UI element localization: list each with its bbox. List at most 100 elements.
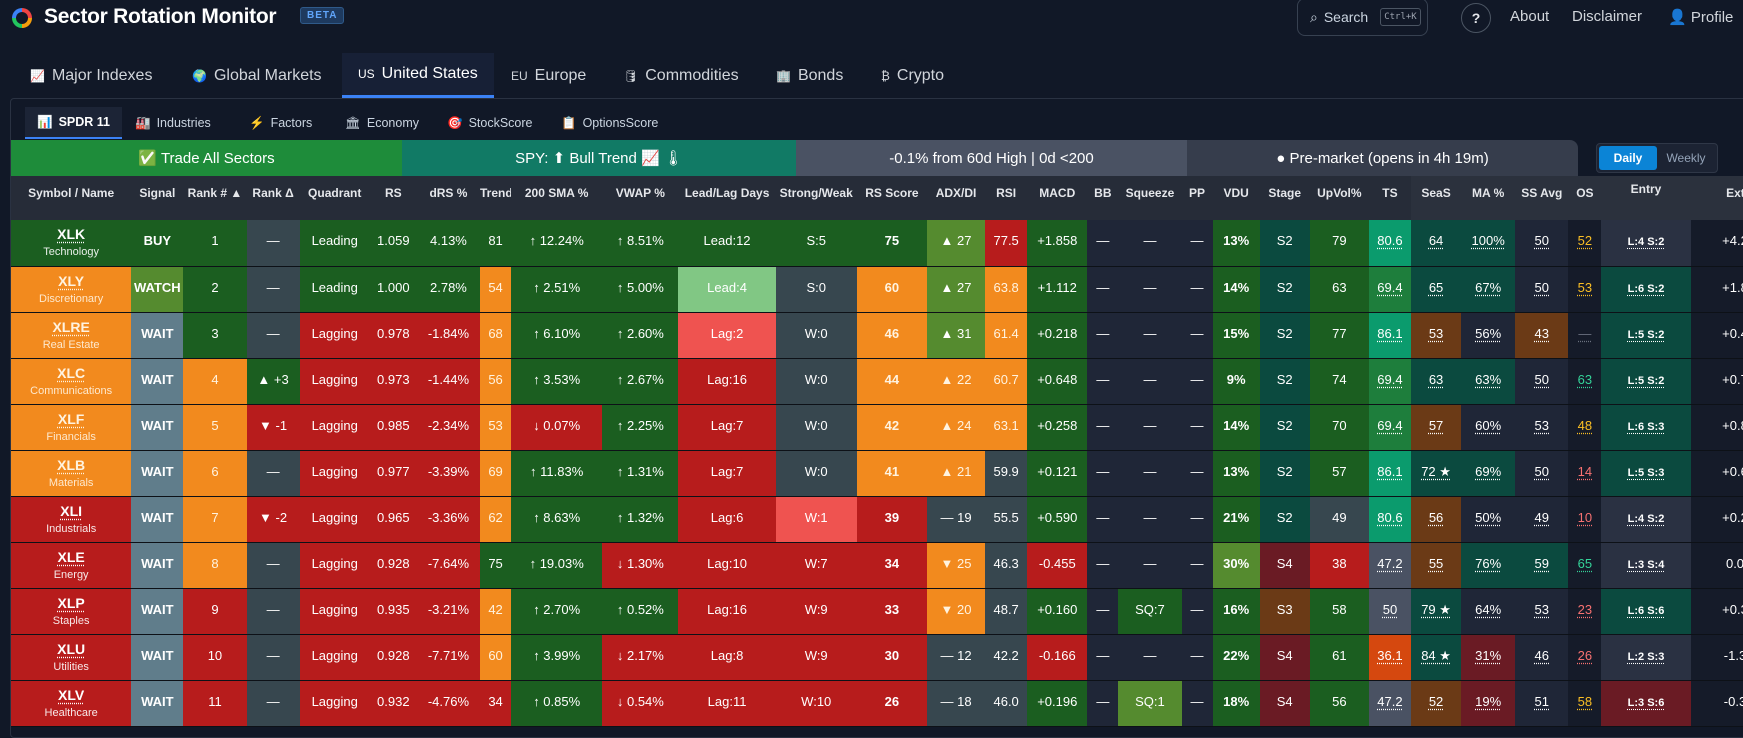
symbol-cell[interactable]: XLV Healthcare: [11, 680, 132, 727]
symbol-cell[interactable]: XLC Communications: [11, 358, 132, 405]
column-header-signal[interactable]: Signal: [131, 176, 184, 220]
column-header-ext[interactable]: Ext%: [1690, 176, 1743, 220]
symbol-cell[interactable]: XLP Staples: [11, 588, 132, 635]
cell-value: 11: [208, 693, 222, 709]
column-header-upvol[interactable]: UpVol%: [1309, 176, 1369, 220]
symbol-cell[interactable]: XLY Discretionary: [11, 266, 132, 313]
cell-value: L:6 S:2: [1627, 282, 1665, 295]
table-row[interactable]: XLV Healthcare WAIT 11 — Lagging 0.932 -4.76% 34…: [11, 680, 1743, 727]
symbol-ticker[interactable]: XLI: [60, 502, 83, 519]
column-header-squeeze[interactable]: Squeeze: [1118, 176, 1182, 220]
column-header-bb[interactable]: BB: [1087, 176, 1119, 220]
symbol-cell[interactable]: XLRE Real Estate: [11, 312, 132, 359]
cell-value: 0.932: [377, 693, 410, 709]
disclaimer-link[interactable]: Disclaimer: [1572, 8, 1643, 25]
table-row[interactable]: XLE Energy WAIT 8 — Lagging 0.928 -7.64% 75 ↑ 19.…: [11, 542, 1743, 589]
cell-rank: 9: [183, 588, 247, 635]
subtab-spdr-11[interactable]: 📊 SPDR 11: [25, 107, 122, 139]
symbol-cell[interactable]: XLE Energy: [11, 542, 132, 589]
column-header-200-sma[interactable]: 200 SMA %: [511, 176, 603, 220]
column-header-vdu[interactable]: VDU: [1212, 176, 1260, 220]
column-header-rs[interactable]: RS: [369, 176, 417, 220]
cell-value: ↑ 2.70%: [533, 601, 581, 617]
column-header-rsi[interactable]: RSI: [985, 176, 1028, 220]
symbol-ticker[interactable]: XLRE: [52, 318, 90, 335]
column-header-lead-lag-days[interactable]: Lead/Lag Days: [678, 176, 776, 220]
subtab-economy[interactable]: 🏛 Economy: [333, 107, 431, 139]
profile-link[interactable]: 👤 Profile: [1668, 8, 1733, 26]
search-button[interactable]: ⌕ Search Ctrl+K: [1297, 0, 1428, 36]
tab-united-states[interactable]: US United States: [342, 53, 494, 98]
weekly-button[interactable]: Weekly: [1666, 151, 1706, 165]
column-header-macd[interactable]: MACD: [1027, 176, 1088, 220]
symbol-cell[interactable]: XLI Industrials: [11, 496, 132, 543]
table-row[interactable]: XLI Industrials WAIT 7 ▼ -2 Lagging 0.965 -3.36…: [11, 496, 1743, 543]
symbol-cell[interactable]: XLU Utilities: [11, 634, 132, 681]
table-row[interactable]: XLP Staples WAIT 9 — Lagging 0.935 -3.21% 42 ↑ 2.…: [11, 588, 1743, 635]
subtab-stockscore[interactable]: 🎯 StockScore: [435, 107, 545, 139]
column-header-pp[interactable]: PP: [1181, 176, 1213, 220]
symbol-ticker[interactable]: XLC: [57, 364, 86, 381]
cell-trend: 81: [480, 220, 512, 267]
table-row[interactable]: XLB Materials WAIT 6 — Lagging 0.977 -3.39% 69 ↑ …: [11, 450, 1743, 497]
column-header-ss-avg[interactable]: SS Avg: [1515, 176, 1569, 220]
cell-adx-di: — 12: [926, 634, 986, 681]
symbol-ticker[interactable]: XLB: [57, 456, 86, 473]
sector-name: Materials: [48, 476, 94, 489]
column-header-os[interactable]: OS: [1568, 176, 1602, 220]
column-header-symbol-name[interactable]: Symbol / Name: [11, 176, 132, 220]
column-header-rank[interactable]: Rank Δ: [246, 176, 300, 220]
column-header-rank[interactable]: Rank # ▲: [183, 176, 247, 220]
about-link[interactable]: About: [1510, 8, 1550, 25]
subtab-industries[interactable]: 🏭 Industries: [123, 107, 223, 139]
tab-global-markets[interactable]: 🌍 Global Markets: [176, 53, 338, 98]
symbol-ticker[interactable]: XLE: [57, 548, 85, 565]
symbol-ticker[interactable]: XLV: [58, 686, 85, 703]
table-row[interactable]: XLF Financials WAIT 5 ▼ -1 Lagging 0.985 -2.34%…: [11, 404, 1743, 451]
cell-value: —: [1143, 279, 1157, 295]
symbol-ticker[interactable]: XLK: [57, 226, 86, 242]
column-header-ma[interactable]: MA %: [1461, 176, 1516, 220]
symbol-cell[interactable]: XLB Materials: [11, 450, 132, 497]
symbol-ticker[interactable]: XLP: [57, 594, 85, 611]
column-header-entry[interactable]: Entry: [1601, 176, 1691, 220]
cell-value: -4.76%: [427, 693, 470, 709]
tab-bonds[interactable]: 🏢 Bonds: [760, 53, 859, 98]
subtab-factors[interactable]: ⚡ Factors: [237, 107, 324, 139]
cell-value: 0.973: [377, 371, 410, 387]
cell-value: 49: [1534, 509, 1549, 525]
help-button[interactable]: ?: [1461, 3, 1491, 33]
subtab-optionsscore[interactable]: 📋 OptionsScore: [549, 107, 670, 139]
column-header-ts[interactable]: TS: [1368, 176, 1411, 220]
table-row[interactable]: XLC Communications WAIT 4 ▲ +3 Lagging 0.973 -1…: [11, 358, 1743, 405]
cell-macd: +0.258: [1027, 404, 1088, 451]
table-row[interactable]: XLU Utilities WAIT 10 — Lagging 0.928 -7.71% 60 ↑…: [11, 634, 1743, 681]
subtab-icon: ⚡: [249, 115, 265, 130]
tab-europe[interactable]: EU Europe: [495, 53, 602, 98]
cell-value: +0.6%: [1722, 463, 1743, 479]
table-row[interactable]: XLRE Real Estate WAIT 3 — Lagging 0.978 -1.84% 6…: [11, 312, 1743, 359]
column-header-adx-di[interactable]: ADX/DI: [926, 176, 986, 220]
column-header-rs-score[interactable]: RS Score: [856, 176, 927, 220]
cell-drs: 4.13%: [416, 220, 481, 267]
symbol-cell[interactable]: XLK Technology: [11, 220, 132, 267]
table-row[interactable]: XLK Technology BUY 1 — Leading 1.059 4.13% 81 ↑ 1…: [11, 220, 1743, 267]
symbol-ticker[interactable]: XLY: [58, 272, 85, 289]
cell-bb: —: [1087, 266, 1119, 313]
daily-button[interactable]: Daily: [1599, 146, 1657, 170]
cell-value: 7: [211, 509, 219, 525]
symbol-cell[interactable]: XLF Financials: [11, 404, 132, 451]
tab-major-indexes[interactable]: 📈 Major Indexes: [14, 53, 168, 98]
column-header-strong-weak[interactable]: Strong/Weak: [775, 176, 857, 220]
table-row[interactable]: XLY Discretionary WATCH 2 — Leading 1.000 2.78%…: [11, 266, 1743, 313]
symbol-ticker[interactable]: XLU: [57, 640, 86, 657]
column-header-seas[interactable]: SeaS: [1411, 176, 1462, 220]
symbol-ticker[interactable]: XLF: [57, 410, 85, 427]
tab-commodities[interactable]: 🛢 Commodities: [607, 53, 755, 98]
column-header-quadrant[interactable]: Quadrant: [299, 176, 370, 220]
column-header-drs[interactable]: dRS %: [416, 176, 481, 220]
column-header-trend[interactable]: Trend: [480, 176, 512, 220]
column-header-stage[interactable]: Stage: [1259, 176, 1310, 220]
column-header-vwap[interactable]: VWAP %: [602, 176, 679, 220]
tab-crypto[interactable]: ₿ Crypto: [865, 53, 960, 98]
